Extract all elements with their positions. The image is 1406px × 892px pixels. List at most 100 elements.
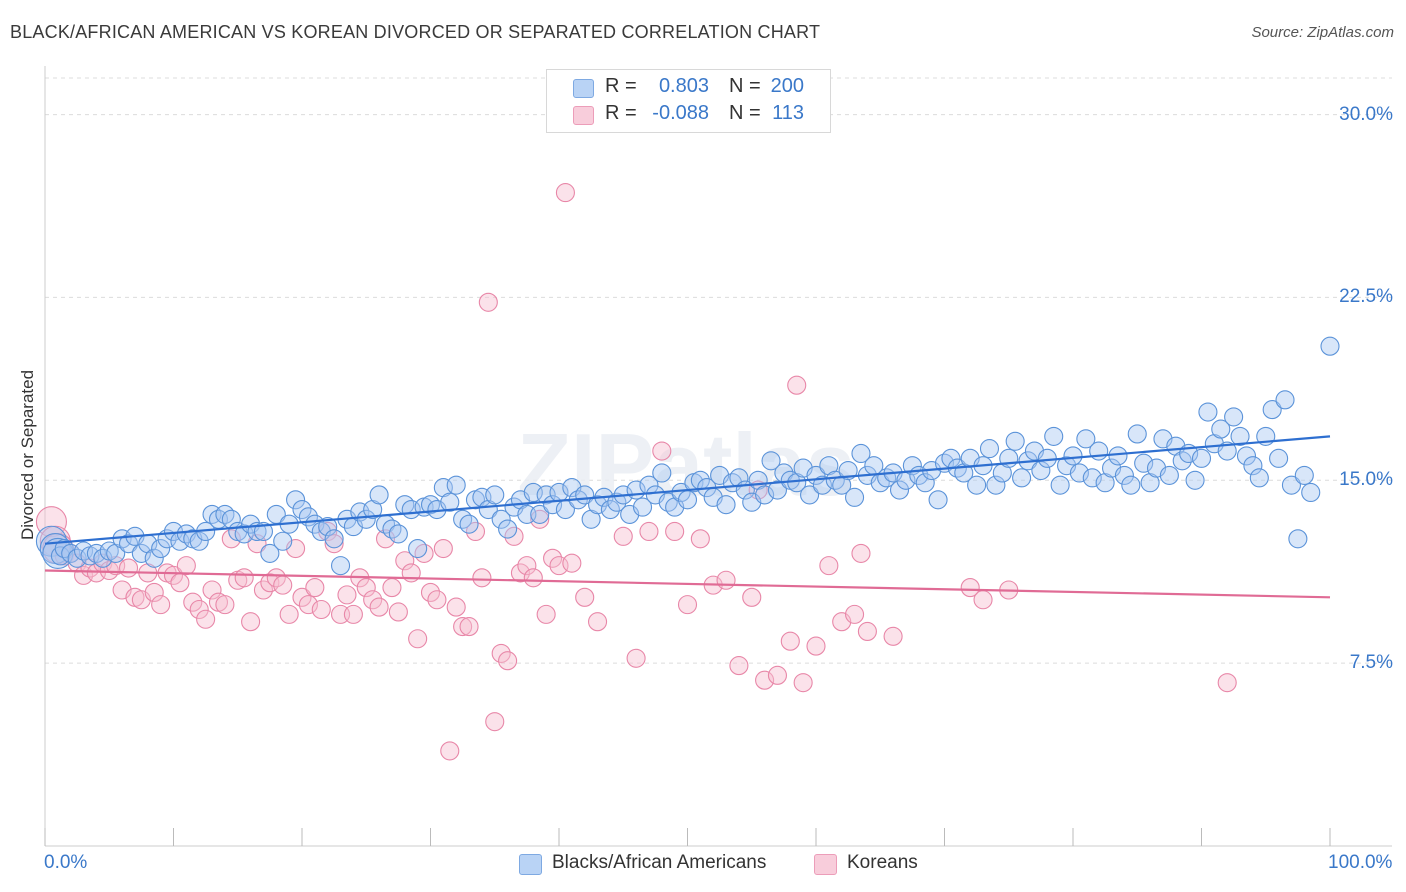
korean-point [665, 521, 685, 542]
bottom-legend-label-blacks: Blacks/African Americans [552, 852, 767, 873]
korean-point [356, 578, 376, 598]
korean-point [343, 604, 363, 624]
black-point [369, 485, 389, 505]
korean-point [857, 621, 877, 641]
black-point [800, 485, 820, 505]
korean-point [510, 563, 531, 583]
korean-point [279, 604, 299, 624]
korean-point [973, 590, 993, 610]
korean-point [144, 582, 164, 602]
legend-swatch-pink [573, 106, 594, 125]
y-tick-label: 7.5% [1349, 652, 1393, 674]
korean-point [189, 599, 209, 620]
black-point [1243, 456, 1263, 476]
black-point [1012, 468, 1032, 488]
black-point [967, 475, 987, 495]
korean-point [575, 587, 595, 607]
black-point [658, 492, 678, 512]
korean-point [639, 521, 659, 542]
black-point [652, 463, 672, 483]
korean-point [767, 665, 788, 685]
korean-point [363, 590, 383, 610]
watermark: ZIPatlas [517, 415, 854, 514]
black-point [151, 539, 171, 559]
korean-point [478, 292, 498, 312]
korean-point [819, 556, 839, 576]
korean-point [298, 595, 318, 615]
korean-point [523, 568, 543, 588]
korean-point [369, 597, 389, 617]
korean-point [395, 551, 415, 571]
korean-point [562, 553, 582, 573]
korean-point [844, 604, 865, 624]
black-point [761, 451, 781, 471]
bottom-legend-label-koreans: Koreans [847, 852, 918, 873]
black-point [408, 539, 428, 559]
korean-point [729, 656, 749, 676]
legend-n-value-blacks: 200 [770, 75, 804, 97]
black-point [1005, 431, 1025, 451]
legend-swatch-blue [573, 79, 594, 98]
source-credit: Source: ZipAtlas.com [1251, 24, 1394, 41]
black-point [844, 487, 865, 507]
legend-r-label: R = [605, 75, 637, 97]
black-point [1217, 441, 1237, 461]
korean-point [472, 568, 492, 588]
black-point [928, 490, 948, 510]
black-point [1262, 400, 1282, 420]
black-point [716, 495, 736, 515]
x-tick-label-max: 100.0% [1328, 852, 1393, 873]
black-point [838, 460, 858, 481]
korean-point [427, 590, 447, 610]
korean-point [543, 548, 563, 568]
y-tick-label: 22.5% [1339, 286, 1393, 308]
black-point [1288, 529, 1308, 549]
korean-point [420, 582, 441, 602]
black-point [1082, 468, 1102, 488]
black-point [1037, 448, 1057, 468]
chart-title: BLACK/AFRICAN AMERICAN VS KOREAN DIVORCE… [10, 22, 821, 42]
legend-n-label: N = [729, 102, 761, 124]
black-point [498, 519, 518, 539]
korean-point [465, 521, 486, 542]
korean-point [170, 573, 190, 593]
korean-point [273, 575, 293, 595]
black-point [1269, 448, 1289, 468]
black-point [587, 495, 608, 515]
korean-point [176, 556, 196, 576]
korean-point [587, 612, 608, 632]
black-point [1050, 475, 1070, 495]
black-point [1191, 448, 1212, 468]
x-tick-label-min: 0.0% [44, 852, 88, 873]
black-point [144, 548, 164, 568]
korean-point [793, 673, 813, 693]
korean-point [883, 626, 903, 646]
korean-point [324, 534, 344, 554]
black-point [388, 524, 408, 544]
black-point [453, 509, 473, 529]
black-point [318, 517, 338, 537]
korean-point [440, 741, 460, 761]
korean-point [388, 602, 408, 622]
y-axis-label: Divorced or Separated [18, 369, 37, 541]
black-point [260, 543, 280, 563]
korean-point [652, 441, 672, 461]
black-point [1076, 429, 1096, 449]
black-point [812, 475, 832, 495]
black-point [440, 492, 460, 512]
black-point [755, 485, 775, 505]
black-point [253, 521, 274, 542]
korean-point [305, 578, 325, 598]
black-point [420, 495, 441, 515]
korean-point [266, 568, 286, 588]
black-point [292, 499, 312, 520]
black-point [1159, 465, 1179, 485]
black-point [1320, 336, 1340, 356]
korean-point [555, 183, 575, 203]
black-point [1114, 465, 1134, 485]
black-point [767, 480, 788, 500]
black-point [459, 514, 479, 534]
korean-point [234, 568, 254, 588]
korean-point [780, 631, 800, 651]
korean-point [530, 509, 550, 529]
